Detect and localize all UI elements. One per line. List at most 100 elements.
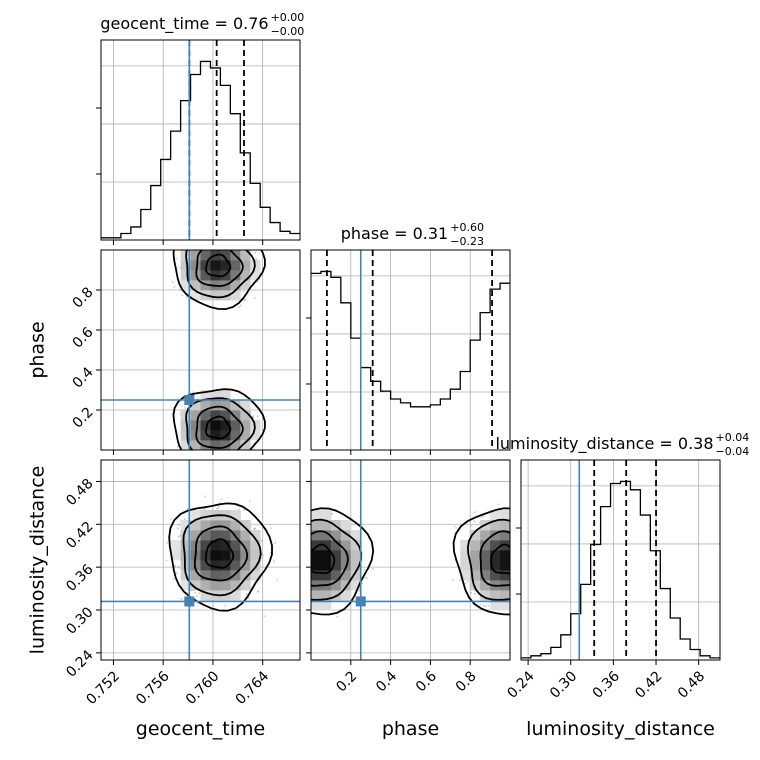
density-cell — [210, 550, 221, 561]
contour-line — [311, 543, 336, 575]
scatter-point — [203, 454, 205, 456]
scatter-point — [177, 535, 180, 538]
scatter-point — [531, 561, 533, 563]
density-cell — [200, 440, 211, 450]
density-cell — [500, 570, 510, 581]
density-cell — [350, 580, 362, 591]
scatter-point — [224, 244, 226, 246]
y-ticks-luminosity_distance — [306, 480, 311, 654]
panel-contents — [101, 237, 300, 459]
scatter-point — [174, 564, 177, 567]
scatter-point — [519, 582, 521, 584]
scatter-point — [517, 582, 519, 584]
density-cell — [200, 410, 211, 421]
scatter-point — [243, 299, 246, 302]
density-cell — [320, 600, 332, 611]
scatter-point — [187, 454, 189, 456]
x-ticks-phase — [350, 450, 471, 455]
density-cell — [470, 580, 481, 591]
scatter-point — [533, 594, 535, 596]
density-cell — [180, 270, 191, 281]
scatter-point — [229, 243, 231, 245]
x-tick-label: 0.4 — [373, 668, 400, 695]
density-cell — [210, 520, 221, 531]
scatter-point — [302, 579, 304, 581]
y-tick-label: 0.8 — [70, 284, 97, 311]
scatter-point — [291, 533, 293, 535]
scatter-point — [530, 564, 532, 566]
density-cell — [490, 550, 501, 561]
scatter-point — [536, 538, 538, 540]
density-cell — [500, 520, 510, 531]
scatter-point — [534, 567, 536, 569]
scatter-point — [517, 558, 519, 560]
scatter-point — [304, 558, 306, 560]
scatter-point — [223, 237, 225, 239]
density-cell — [190, 520, 201, 531]
scatter-point — [278, 578, 280, 580]
scatter-point — [518, 530, 520, 532]
scatter-point — [292, 590, 294, 592]
scatter-point — [307, 586, 309, 588]
scatter-point — [512, 589, 514, 591]
x-ticks-geocent_time: 0.752 0.756 0.760 0.764 — [83, 660, 272, 708]
scatter-point — [295, 549, 297, 551]
x-tick-label: 0.36 — [590, 668, 623, 701]
contour-line — [311, 518, 363, 601]
scatter-point — [550, 563, 552, 565]
scatter-point — [241, 248, 243, 250]
scatter-point — [305, 544, 307, 546]
x-ticks-geocent_time — [112, 240, 264, 245]
scatter-point — [300, 541, 302, 543]
density-cell — [190, 530, 201, 541]
scatter-point — [308, 563, 310, 565]
scatter-point — [300, 534, 302, 536]
scatter-point — [515, 566, 517, 568]
scatter-point — [487, 604, 490, 607]
density-cell — [240, 430, 251, 441]
scatter-point — [308, 554, 310, 556]
scatter-point — [307, 531, 309, 533]
scatter-point — [307, 532, 309, 534]
density-cell — [240, 280, 251, 291]
scatter-point — [283, 531, 285, 533]
scatter-point — [515, 563, 517, 565]
scatter-point — [537, 568, 539, 570]
scatter-point — [183, 241, 185, 243]
scatter-point — [301, 594, 303, 596]
scatter-point — [223, 247, 225, 249]
scatter-point — [216, 245, 218, 247]
density-cell — [490, 530, 501, 541]
scatter-point — [196, 457, 198, 459]
scatter-point — [279, 590, 281, 592]
axes-frame — [100, 249, 301, 451]
axes-frame — [100, 459, 301, 661]
scatter-point — [522, 540, 524, 542]
density-cell — [470, 530, 481, 541]
scatter-point — [180, 598, 183, 600]
scatter-point — [208, 455, 210, 457]
density-cell — [190, 250, 201, 261]
density-cell — [220, 410, 231, 421]
density-cell — [180, 520, 191, 531]
density-cell — [180, 440, 191, 450]
scatter-point — [470, 591, 473, 594]
scatter-point — [165, 559, 168, 562]
title-minus: −0.23 — [450, 235, 484, 248]
density-cell — [170, 540, 181, 551]
y-ticks-phase: 0.2 0.4 0.6 0.8 — [70, 284, 101, 431]
scatter-point — [308, 570, 310, 572]
scatter-point — [511, 595, 513, 597]
density-cell — [480, 530, 491, 541]
panel-geocent_time-vs-phase — [100, 237, 301, 459]
scatter-point — [535, 559, 537, 561]
scatter-point — [525, 569, 527, 571]
scatter-point — [217, 507, 219, 510]
density-cell — [220, 260, 231, 271]
y-tick-label: 0.24 — [63, 647, 96, 680]
scatter-point — [292, 553, 294, 555]
title-minus: −0.00 — [271, 25, 305, 38]
scatter-point — [530, 546, 532, 548]
scatter-point — [263, 615, 266, 617]
scatter-point — [217, 452, 219, 454]
